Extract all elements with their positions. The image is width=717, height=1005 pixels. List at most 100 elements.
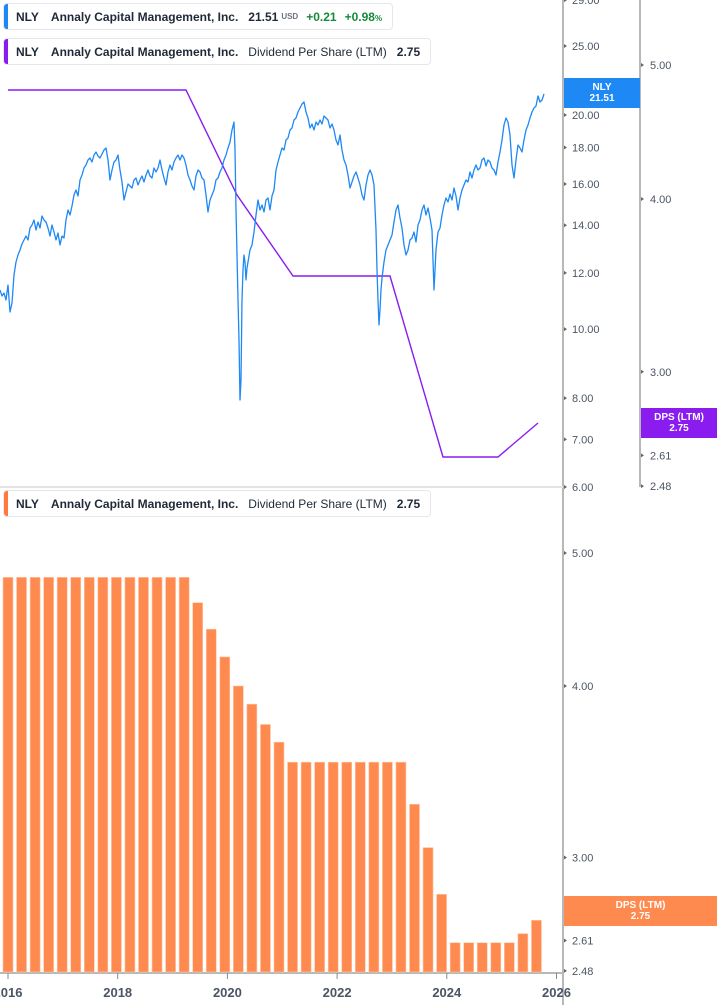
dps-bar[interactable]	[84, 577, 95, 973]
dps-bar[interactable]	[327, 761, 339, 973]
legend-change: +0.21	[306, 9, 337, 24]
dps-axis-ticks-bottom: 5.00 4.00 3.00 2.61 2.48	[564, 548, 593, 978]
price-tick-label: 10.00	[572, 324, 600, 336]
dps-bar[interactable]	[151, 577, 163, 973]
dps-bar[interactable]	[436, 894, 447, 973]
badge-label: DPS (LTM)	[615, 900, 666, 911]
tick-mark	[564, 223, 567, 228]
dps-line	[8, 89, 539, 458]
legend-price[interactable]: NLY Annaly Capital Management, Inc. 21.5…	[3, 3, 394, 30]
dps-bar[interactable]	[395, 761, 407, 973]
dps-bar[interactable]	[43, 577, 54, 973]
dps-bar[interactable]	[111, 577, 122, 973]
dps-bar[interactable]	[70, 577, 82, 973]
legend-company: Annaly Capital Management, Inc.	[50, 9, 239, 24]
x-tick-label: 2022	[323, 985, 352, 1000]
price-tick-label: 6.00	[572, 482, 593, 494]
legend-currency: USD	[281, 12, 299, 21]
dps-bar[interactable]	[490, 942, 502, 973]
dps-bar[interactable]	[476, 942, 488, 973]
dps-tick-label: 3.00	[572, 852, 593, 864]
badge-value: 2.75	[630, 911, 651, 922]
dps-last-value-badge-top: DPS (LTM) 2.75	[641, 408, 717, 438]
dps-bar[interactable]	[368, 761, 380, 973]
dps-bar[interactable]	[260, 724, 271, 973]
tick-mark	[641, 369, 644, 374]
legend-metric: Dividend Per Share (LTM)	[248, 44, 387, 59]
dps-bar[interactable]	[165, 577, 176, 973]
dps-bar[interactable]	[300, 761, 312, 973]
price-tick-label: 14.00	[572, 220, 600, 232]
dps-bar[interactable]	[124, 577, 136, 973]
tick-mark	[641, 197, 644, 201]
price-tick-label: 16.00	[572, 179, 600, 191]
dps-bar[interactable]	[531, 919, 542, 973]
badge-value: 2.75	[669, 423, 689, 434]
dps-bar[interactable]	[138, 577, 149, 973]
tick-mark	[564, 485, 567, 490]
dps-tick-label: 5.00	[572, 548, 593, 560]
dps-bar[interactable]	[29, 577, 41, 973]
price-line[interactable]	[0, 93, 545, 401]
dps-tick-label: 4.00	[650, 194, 671, 206]
tick-mark	[564, 44, 567, 49]
price-tick-label: 20.00	[572, 110, 600, 122]
legend-price-value: 21.51	[248, 9, 279, 24]
x-tick-label: 2016	[0, 985, 22, 1000]
legend-dps-bottom[interactable]: NLY Annaly Capital Management, Inc. Divi…	[3, 490, 432, 517]
tick-mark	[564, 938, 567, 943]
dps-last-value-badge-bottom: DPS (LTM) 2.75	[564, 896, 717, 926]
tick-mark	[564, 113, 567, 117]
x-tick-label: 2020	[213, 985, 242, 1000]
dps-bar[interactable]	[341, 761, 353, 973]
tick-mark	[564, 683, 567, 688]
tick-mark	[564, 855, 567, 860]
tick-mark	[564, 145, 567, 150]
dps-tick-label: 2.48	[650, 481, 671, 493]
dps-bar[interactable]	[192, 602, 203, 973]
legend-dps-top[interactable]: NLY Annaly Capital Management, Inc. Divi…	[3, 38, 432, 65]
badge-label: DPS (LTM)	[654, 412, 704, 423]
price-tick-label: 25.00	[572, 41, 600, 53]
dps-bar[interactable]	[517, 933, 529, 973]
dps-bar[interactable]	[2, 577, 14, 973]
tick-mark	[641, 63, 644, 67]
dps-bar[interactable]	[246, 703, 258, 973]
dps-bar[interactable]	[409, 803, 420, 973]
tick-mark	[564, 551, 567, 555]
x-tick-label: 2024	[432, 985, 462, 1000]
tick-mark	[564, 968, 567, 973]
dps-bar[interactable]	[97, 577, 109, 973]
dps-bar[interactable]	[178, 577, 190, 973]
dps-bar[interactable]	[219, 656, 231, 973]
dps-bar[interactable]	[354, 761, 366, 973]
dps-tick-label: 2.61	[650, 450, 671, 462]
dps-tick-label: 5.00	[650, 60, 671, 72]
badge-label: NLY	[592, 82, 612, 93]
x-tick-label: 2018	[103, 985, 132, 1000]
dps-bars	[2, 577, 542, 973]
tick-mark	[564, 181, 567, 186]
dps-bar[interactable]	[205, 628, 217, 973]
dps-bar[interactable]	[449, 942, 461, 973]
price-tick-label: 8.00	[572, 393, 593, 405]
price-tick-label: 12.00	[572, 268, 600, 280]
dps-bar[interactable]	[287, 761, 298, 973]
dps-bar[interactable]	[16, 577, 27, 973]
dps-bar[interactable]	[422, 847, 434, 973]
dps-bar[interactable]	[382, 761, 393, 973]
price-tick-label: 7.00	[572, 434, 593, 446]
dps-tick-label: 4.00	[572, 681, 593, 693]
dps-bar[interactable]	[233, 685, 244, 973]
dps-tick-label: 2.48	[572, 966, 593, 978]
dps-bar[interactable]	[504, 942, 515, 973]
dps-bar[interactable]	[463, 942, 475, 973]
dps-bar[interactable]	[314, 761, 325, 973]
legend-company: Annaly Capital Management, Inc.	[50, 496, 239, 511]
tick-mark	[564, 0, 567, 3]
dps-bar[interactable]	[273, 741, 285, 973]
legend-dps-color-bar	[4, 491, 8, 516]
dps-bar[interactable]	[56, 577, 68, 973]
legend-company: Annaly Capital Management, Inc.	[50, 44, 239, 59]
